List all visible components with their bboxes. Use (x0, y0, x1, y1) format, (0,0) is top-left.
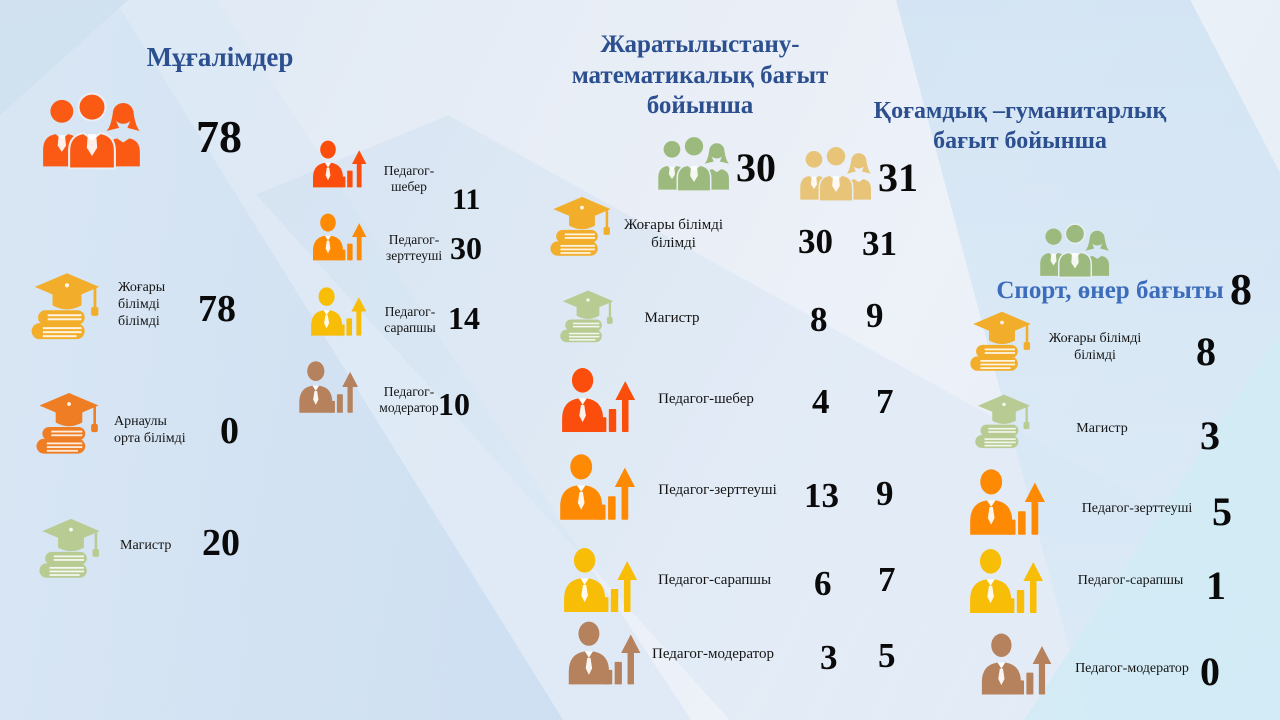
category-label: Педагог-модератор (1075, 661, 1189, 676)
grad-cap-books-icon (970, 392, 1038, 452)
person-growth-icon (966, 464, 1050, 540)
social-value: 7 (878, 560, 896, 599)
sport-total: 8 (1230, 265, 1252, 314)
pedagog-label: Педагог- модератор (379, 384, 439, 416)
grad-cap-books-icon (554, 288, 622, 346)
social-value: 5 (878, 636, 896, 675)
category-label: Педагог-шебер (658, 391, 754, 407)
person-growth-icon (562, 620, 648, 686)
science-group-icon (656, 134, 732, 192)
grad-cap-books-icon (546, 194, 618, 260)
education-value: 20 (202, 522, 240, 564)
grad-cap-books-icon (34, 516, 108, 582)
pedagog-value: 14 (448, 300, 480, 336)
person-growth-icon (558, 364, 640, 436)
category-value: 5 (1212, 489, 1232, 534)
science-value: 30 (798, 222, 833, 261)
science-math-title: Жаратылыстану- математикалық бағыт бойын… (571, 31, 829, 119)
category-label: Педагог-зерттеуші (658, 482, 777, 498)
grad-cap-books-icon (26, 270, 108, 344)
teachers-title: Мұғалімдер (146, 42, 294, 72)
education-label: Магистр (120, 538, 172, 553)
category-label: Педагог-сарапшы (657, 572, 772, 588)
category-label: Магистр (644, 310, 700, 326)
pedagog-label: Педагог- шебер (383, 163, 435, 195)
science-value: 4 (812, 382, 830, 421)
education-label: Жоғары білімді білімді (118, 280, 166, 329)
person-growth-icon (556, 448, 640, 526)
category-label: Педагог-модератор (652, 646, 774, 662)
pedagog-value: 10 (438, 386, 470, 422)
category-label: Педагог-зерттеуші (1081, 501, 1193, 516)
pedagog-label: Педагог- зерттеуші (385, 232, 443, 264)
social-humanitarian-title: Қоғамдық –гуманитарлық бағыт бойынша (873, 98, 1167, 154)
person-growth-icon (310, 138, 370, 190)
person-growth-icon (308, 284, 370, 339)
social-value: 9 (866, 296, 884, 335)
category-label: Жоғары білімді білімді (623, 217, 724, 251)
category-value: 8 (1196, 329, 1216, 374)
sport-group-icon (1038, 222, 1112, 278)
person-growth-icon (296, 358, 362, 416)
sport-title: Спорт, өнер бағыты (996, 277, 1224, 304)
education-value: 0 (220, 410, 239, 452)
social-value: 9 (876, 474, 894, 513)
science-total: 30 (736, 145, 776, 190)
education-value: 78 (198, 288, 236, 330)
category-value: 1 (1206, 563, 1226, 608)
social-value: 31 (862, 224, 897, 263)
person-growth-icon (310, 210, 370, 264)
social-total: 31 (878, 155, 918, 200)
pedagog-value: 30 (450, 230, 482, 266)
category-label: Магистр (1076, 421, 1128, 436)
person-growth-icon (972, 632, 1062, 696)
teachers-group-icon (40, 90, 144, 170)
teachers-total: 78 (196, 111, 242, 162)
social-value: 7 (876, 382, 894, 421)
category-value: 0 (1200, 649, 1220, 694)
person-growth-icon (966, 546, 1048, 616)
grad-cap-books-icon (966, 308, 1038, 376)
category-label: Жоғары білімді білімді (1048, 331, 1142, 363)
education-label: Арнаулы орта білімді (114, 414, 186, 446)
science-value: 13 (804, 476, 839, 515)
person-growth-icon (560, 544, 642, 616)
grad-cap-books-icon (30, 390, 108, 458)
pedagog-value: 11 (452, 183, 481, 216)
category-label: Педагог-сарапшы (1077, 573, 1184, 588)
science-value: 8 (810, 300, 828, 339)
science-value: 3 (820, 638, 838, 677)
pedagog-label: Педагог- сарапшы (384, 304, 436, 336)
science-value: 6 (814, 564, 832, 603)
category-value: 3 (1200, 413, 1220, 458)
